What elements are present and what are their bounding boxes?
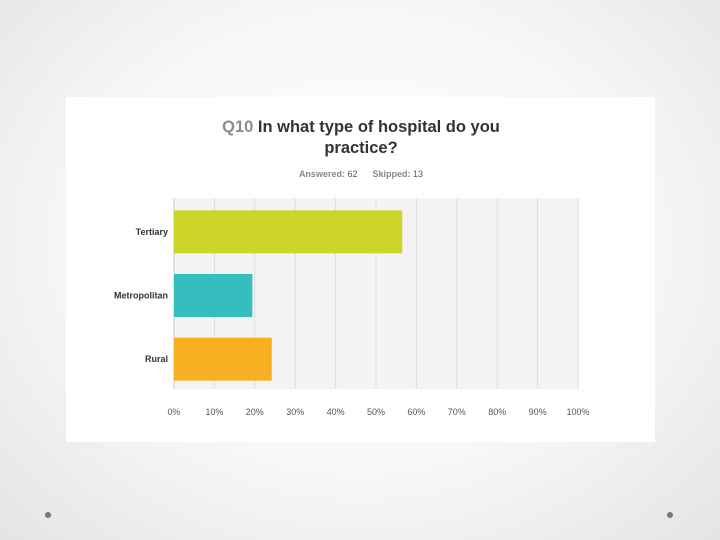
response-stats: Answered: 62 Skipped: 13 — [176, 169, 546, 179]
bar-tertiary — [174, 210, 403, 254]
x-tick-label: 20% — [246, 407, 264, 417]
x-tick-label: 10% — [205, 407, 223, 417]
skipped-count: 13 — [413, 169, 424, 179]
slide-bullet-right — [667, 512, 673, 518]
question-title: Q10 In what type of hospital do you prac… — [176, 117, 546, 159]
question-text-line2: practice? — [324, 139, 398, 157]
bar-metropolitan — [174, 274, 253, 317]
x-tick-label: 100% — [566, 407, 589, 417]
x-tick-label: 30% — [286, 407, 304, 417]
x-tick-label: 80% — [488, 407, 506, 417]
category-label: Metropolitan — [114, 291, 168, 301]
bar-chart: 0% 10% 20% 30% 40% 50% 60% 70% 80% 90% 100% Tertiar… — [114, 198, 590, 417]
x-tick-label: 50% — [367, 407, 385, 417]
x-tick-label: 0% — [167, 407, 180, 417]
category-label: Tertiary — [136, 227, 168, 237]
x-tick-label: 90% — [529, 407, 547, 417]
answered-count: 62 — [347, 169, 358, 179]
x-tick-label: 70% — [448, 407, 466, 417]
slide-bullet-left — [45, 512, 51, 518]
x-tick-label: 60% — [407, 407, 425, 417]
category-label: Rural — [145, 354, 168, 364]
bar-rural — [174, 337, 272, 381]
survey-chart-image: Q10 In what type of hospital do you prac… — [66, 97, 655, 442]
question-text-line1: In what type of hospital do you — [257, 118, 500, 136]
skipped-label: Skipped: — [372, 169, 411, 179]
x-tick-label: 40% — [327, 407, 345, 417]
question-number: Q10 — [222, 118, 254, 136]
answered-label: Answered: — [298, 169, 345, 179]
